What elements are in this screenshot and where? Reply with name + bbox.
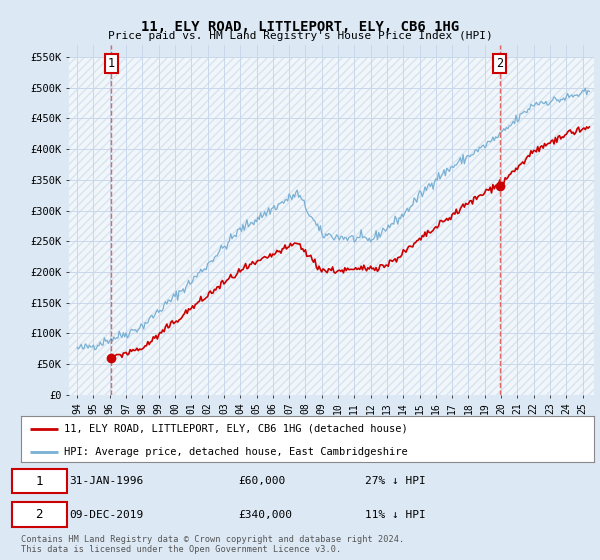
Text: 11, ELY ROAD, LITTLEPORT, ELY, CB6 1HG: 11, ELY ROAD, LITTLEPORT, ELY, CB6 1HG — [141, 20, 459, 34]
Text: 09-DEC-2019: 09-DEC-2019 — [70, 510, 144, 520]
FancyBboxPatch shape — [13, 469, 67, 493]
Text: 27% ↓ HPI: 27% ↓ HPI — [365, 476, 425, 486]
Text: 2: 2 — [35, 508, 43, 521]
Text: 2: 2 — [496, 57, 503, 70]
Text: Contains HM Land Registry data © Crown copyright and database right 2024.
This d: Contains HM Land Registry data © Crown c… — [21, 535, 404, 554]
Text: 11% ↓ HPI: 11% ↓ HPI — [365, 510, 425, 520]
Text: 31-JAN-1996: 31-JAN-1996 — [70, 476, 144, 486]
Text: 1: 1 — [107, 57, 115, 70]
Text: £60,000: £60,000 — [239, 476, 286, 486]
Text: 1: 1 — [35, 474, 43, 488]
Text: 11, ELY ROAD, LITTLEPORT, ELY, CB6 1HG (detached house): 11, ELY ROAD, LITTLEPORT, ELY, CB6 1HG (… — [64, 424, 408, 434]
FancyBboxPatch shape — [13, 502, 67, 527]
Text: £340,000: £340,000 — [239, 510, 293, 520]
Text: Price paid vs. HM Land Registry's House Price Index (HPI): Price paid vs. HM Land Registry's House … — [107, 31, 493, 41]
Text: HPI: Average price, detached house, East Cambridgeshire: HPI: Average price, detached house, East… — [64, 447, 408, 457]
